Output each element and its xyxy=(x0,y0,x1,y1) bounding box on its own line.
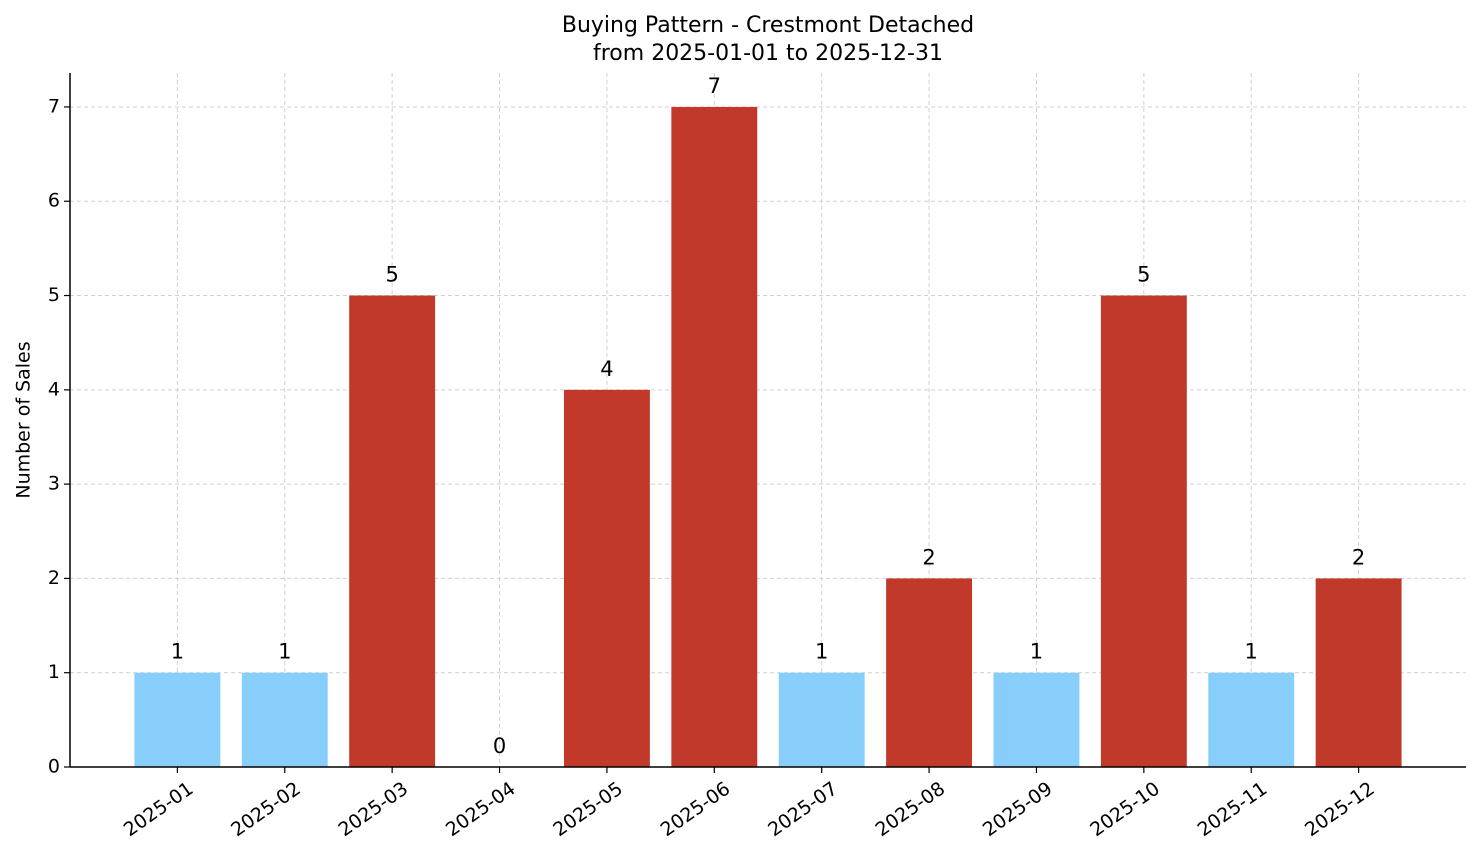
x-tick-label: 2025-08 xyxy=(871,778,949,842)
bar xyxy=(1100,295,1187,767)
bar xyxy=(349,295,436,767)
data-label: 1 xyxy=(278,640,291,664)
y-tick-label: 6 xyxy=(48,190,60,212)
y-tick-label: 3 xyxy=(48,473,60,495)
x-tick-label: 2025-07 xyxy=(764,778,842,842)
data-label: 5 xyxy=(1137,263,1150,287)
x-tick-label: 2025-03 xyxy=(335,778,413,842)
x-tick-label: 2025-06 xyxy=(657,778,735,842)
x-tick-label: 2025-10 xyxy=(1086,778,1164,842)
x-tick-label: 2025-11 xyxy=(1194,778,1272,842)
chart-title: Buying Pattern - Crestmont Detached xyxy=(562,13,974,38)
data-label: 1 xyxy=(1030,640,1043,664)
data-label: 1 xyxy=(1245,640,1258,664)
data-label: 4 xyxy=(600,357,613,381)
x-tick-label: 2025-12 xyxy=(1301,778,1379,842)
bar xyxy=(993,672,1080,767)
data-label: 1 xyxy=(815,640,828,664)
y-tick-label: 2 xyxy=(48,567,60,589)
data-label: 1 xyxy=(171,640,184,664)
bar xyxy=(886,578,973,767)
x-tick-label: 2025-05 xyxy=(549,778,627,842)
data-label: 7 xyxy=(708,74,721,98)
chart-subtitle: from 2025-01-01 to 2025-12-31 xyxy=(593,41,943,66)
y-tick-label: 4 xyxy=(48,378,60,400)
data-label: 5 xyxy=(385,263,398,287)
bar xyxy=(1208,672,1295,767)
bar xyxy=(1315,578,1402,767)
y-tick-label: 5 xyxy=(48,284,60,306)
bar xyxy=(563,389,650,767)
bar xyxy=(241,672,328,767)
y-tick-label: 1 xyxy=(48,661,60,683)
y-tick-label: 0 xyxy=(48,756,60,778)
bar xyxy=(671,106,758,767)
x-tick-label: 2025-04 xyxy=(442,778,520,842)
bar xyxy=(778,672,865,767)
bar xyxy=(134,672,221,767)
data-label: 0 xyxy=(493,734,506,758)
x-tick-label: 2025-09 xyxy=(979,778,1057,842)
x-tick-label: 2025-01 xyxy=(120,778,198,842)
y-tick-label: 7 xyxy=(48,95,60,117)
data-label: 2 xyxy=(922,545,935,569)
data-label: 2 xyxy=(1352,545,1365,569)
y-axis-label: Number of Sales xyxy=(13,341,35,498)
x-tick-label: 2025-02 xyxy=(227,778,305,842)
